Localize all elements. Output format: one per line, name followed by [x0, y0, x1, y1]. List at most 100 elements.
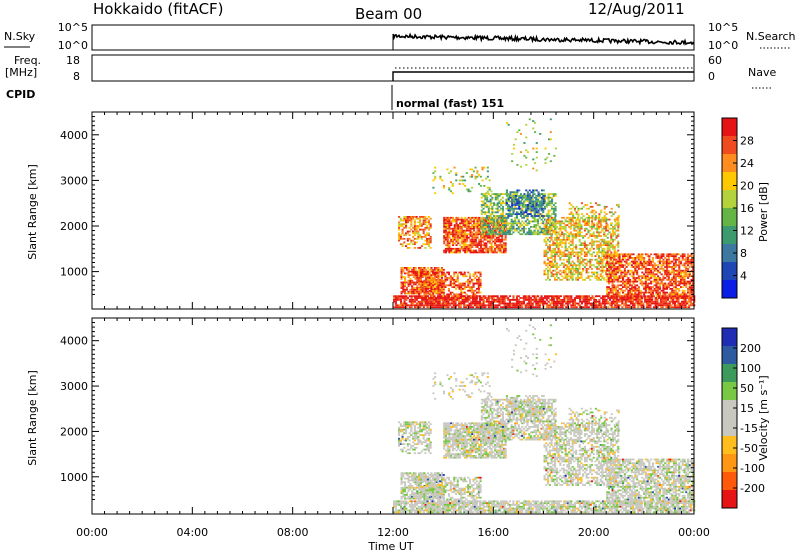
power-cell	[414, 288, 417, 291]
power-cell	[544, 147, 547, 150]
power-cell	[544, 198, 547, 201]
power-cell	[596, 277, 599, 279]
power-cell	[489, 304, 492, 307]
power-cell	[505, 218, 508, 221]
power-cell	[408, 234, 411, 236]
power-cell	[608, 242, 611, 245]
power-cell	[501, 302, 504, 305]
power-cell	[524, 220, 527, 223]
power-cell	[583, 253, 586, 256]
power-cell	[568, 258, 571, 261]
power-cell	[542, 195, 545, 197]
power-cell	[651, 297, 654, 299]
power-cell	[658, 293, 661, 296]
power-cell	[414, 267, 417, 269]
power-cell	[415, 302, 418, 305]
power-cell	[568, 302, 571, 305]
power-cell	[460, 271, 463, 274]
power-cell	[544, 158, 547, 161]
power-cell	[467, 249, 470, 252]
power-cell	[537, 204, 540, 206]
power-cell	[547, 198, 550, 201]
power-cell	[517, 302, 520, 305]
power-cell	[451, 229, 454, 232]
power-cell	[606, 278, 609, 281]
power-cell	[580, 273, 583, 276]
power-cell	[415, 304, 418, 307]
power-cell	[687, 291, 690, 294]
power-cell	[490, 235, 493, 237]
power-cell	[564, 224, 567, 226]
power-cell	[533, 224, 536, 226]
power-cell	[556, 297, 559, 299]
power-cell	[534, 215, 537, 217]
power-cell	[627, 255, 630, 257]
power-cell	[620, 262, 623, 265]
power-cell	[688, 260, 691, 263]
power-cell	[542, 300, 545, 303]
power-cell	[530, 231, 533, 234]
power-cell	[525, 149, 528, 152]
power-cell	[591, 297, 594, 299]
power-cell	[637, 258, 640, 261]
power-cell	[549, 193, 552, 195]
power-cell	[457, 242, 460, 245]
power-cell	[636, 293, 639, 296]
power-cell	[459, 306, 462, 309]
power-cell	[533, 300, 536, 303]
power-cell	[580, 257, 583, 259]
power-cell	[531, 216, 534, 219]
power-cell	[552, 295, 555, 298]
power-cell	[491, 218, 494, 221]
power-cell	[671, 289, 674, 292]
power-cell	[657, 266, 660, 268]
power-cell	[583, 246, 586, 248]
power-cell	[623, 302, 626, 305]
power-cell	[608, 269, 611, 272]
power-cell	[533, 229, 536, 232]
power-cell	[522, 295, 525, 298]
power-cell	[596, 260, 599, 263]
power-cell	[451, 183, 454, 185]
power-cell	[408, 219, 411, 222]
power-cell	[552, 300, 555, 303]
power-cell	[678, 257, 681, 259]
power-cell	[473, 220, 476, 223]
power-cell	[615, 277, 618, 279]
power-cell	[650, 289, 653, 292]
power-cell	[643, 291, 646, 294]
power-cell	[601, 229, 604, 232]
power-cell	[475, 302, 478, 305]
power-cell	[495, 236, 498, 239]
power-cell	[612, 299, 615, 301]
power-cell	[476, 216, 479, 219]
power-cell	[665, 284, 668, 287]
power-cell	[682, 295, 685, 298]
power-cell	[583, 244, 586, 246]
power-cell	[435, 304, 438, 307]
power-cell	[456, 299, 459, 301]
power-cell	[618, 260, 621, 263]
power-cell	[689, 302, 692, 305]
power-cell	[433, 304, 436, 307]
power-cell	[641, 266, 644, 268]
power-cell	[576, 271, 579, 274]
power-cell	[630, 284, 633, 287]
power-cell	[557, 227, 560, 230]
power-cell	[426, 290, 429, 293]
power-cell	[674, 286, 677, 288]
power-cell	[629, 278, 632, 281]
power-cell	[403, 241, 406, 244]
power-cell	[410, 306, 413, 309]
power-cell	[494, 207, 497, 210]
power-cell	[564, 226, 567, 228]
power-cell	[645, 302, 648, 305]
power-cell	[504, 249, 507, 252]
power-cell	[512, 200, 515, 203]
power-cell	[488, 249, 491, 252]
power-cell	[463, 299, 466, 301]
power-cell	[609, 258, 612, 261]
power-cell	[419, 280, 422, 283]
power-cell	[535, 189, 538, 192]
power-cell	[688, 289, 691, 292]
